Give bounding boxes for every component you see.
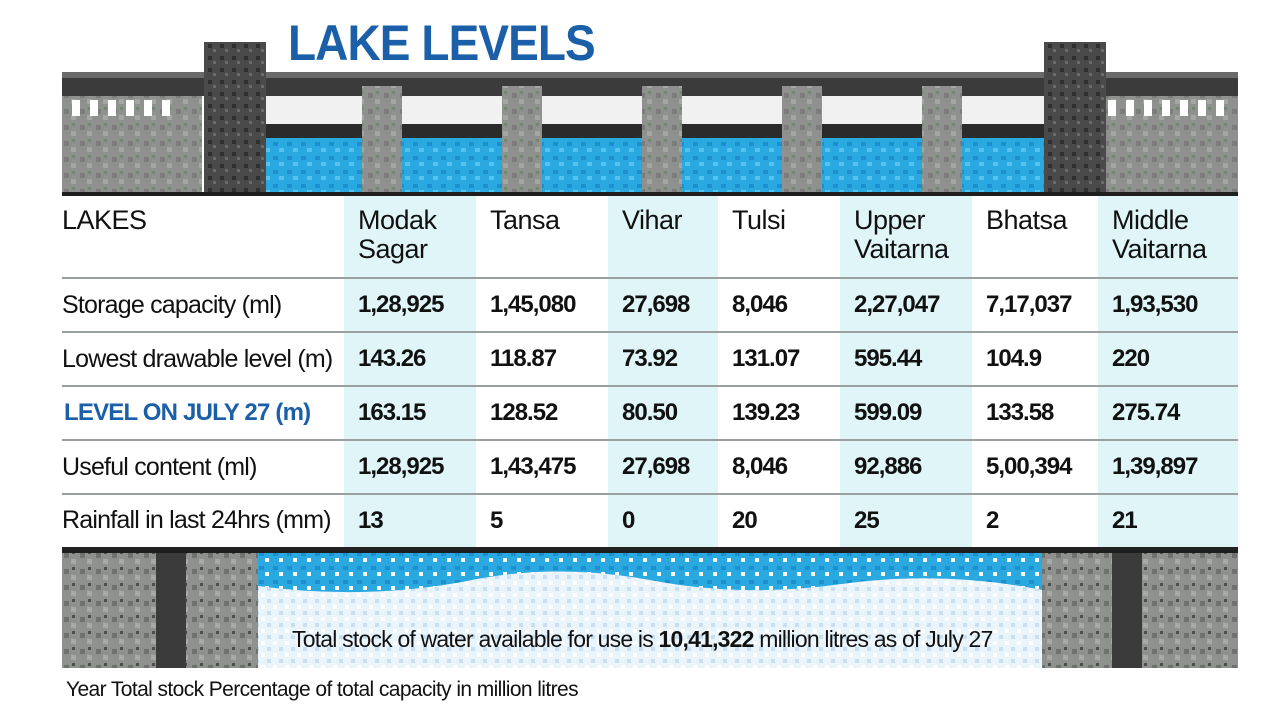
row-label: Rainfall in last 24hrs (mm) <box>62 493 344 548</box>
table-cell: 1,39,897 <box>1098 439 1238 494</box>
table-cell: 8,046 <box>718 439 840 494</box>
table-row-lowest-drawable-level: Lowest drawable level (m) 143.26 118.87 … <box>62 331 1238 386</box>
corner-header: LAKES <box>62 205 147 235</box>
dam-illustration-bottom <box>62 550 1238 668</box>
table-cell: 118.87 <box>476 331 608 386</box>
column-header-vihar: Vihar <box>608 196 718 278</box>
table-cell: 599.09 <box>840 385 972 440</box>
table-row-rainfall: Rainfall in last 24hrs (mm) 13 5 0 20 25… <box>62 493 1238 548</box>
row-label: Storage capacity (ml) <box>62 277 344 332</box>
table-cell: 104.9 <box>972 331 1098 386</box>
table-cell: 275.74 <box>1098 385 1238 440</box>
table-cell: 1,28,925 <box>344 439 476 494</box>
table-cell: 133.58 <box>972 385 1098 440</box>
table-cell: 131.07 <box>718 331 840 386</box>
row-label: Lowest drawable level (m) <box>62 331 344 386</box>
table-cell: 128.52 <box>476 385 608 440</box>
table-cell: 1,45,080 <box>476 277 608 332</box>
table-row-storage-capacity: Storage capacity (ml) 1,28,925 1,45,080 … <box>62 277 1238 332</box>
footer-note: Year Total stock Percentage of total cap… <box>66 678 579 701</box>
table-cell: 163.15 <box>344 385 476 440</box>
lake-levels-table: LAKES Modak Sagar Tansa Vihar Tulsi Upper… <box>62 196 1238 550</box>
table-cell: 27,698 <box>608 439 718 494</box>
table-cell: 220 <box>1098 331 1238 386</box>
column-header-modak-sagar: Modak Sagar <box>344 196 476 278</box>
table-cell: 7,17,037 <box>972 277 1098 332</box>
table-cell: 20 <box>718 493 840 548</box>
dam-illustration-top <box>62 42 1238 196</box>
table-cell: 143.26 <box>344 331 476 386</box>
table-cell: 595.44 <box>840 331 972 386</box>
column-header-middle-vaitarna: Middle Vaitarna <box>1098 196 1238 278</box>
table-cell: 80.50 <box>608 385 718 440</box>
table-cell: 92,886 <box>840 439 972 494</box>
table-cell: 5 <box>476 493 608 548</box>
table-cell: 1,43,475 <box>476 439 608 494</box>
table-row-level-on-date: LEVEL ON JULY 27 (m) 163.15 128.52 80.50… <box>62 385 1238 440</box>
column-header-tansa: Tansa <box>490 205 560 235</box>
table-cell: 5,00,394 <box>972 439 1098 494</box>
table-cell: 8,046 <box>718 277 840 332</box>
table-cell: 1,28,925 <box>344 277 476 332</box>
page-title: LAKE LEVELS <box>288 15 596 71</box>
table-cell: 139.23 <box>718 385 840 440</box>
table-cell: 1,93,530 <box>1098 277 1238 332</box>
total-stock-note: Total stock of water available for use i… <box>292 626 993 652</box>
table-cell: 73.92 <box>608 331 718 386</box>
table-cell: 25 <box>840 493 972 548</box>
row-label-highlight: LEVEL ON JULY 27 (m) <box>62 385 344 440</box>
column-header-upper-vaitarna: Upper Vaitarna <box>840 196 972 278</box>
row-label: Useful content (ml) <box>62 439 344 494</box>
table-cell: 2 <box>972 493 1098 548</box>
table-cell: 27,698 <box>608 277 718 332</box>
table-cell: 13 <box>344 493 476 548</box>
table-header-row: LAKES Modak Sagar Tansa Vihar Tulsi Upper… <box>62 196 1238 278</box>
table-cell: 21 <box>1098 493 1238 548</box>
table-cell: 0 <box>608 493 718 548</box>
table-row-useful-content: Useful content (ml) 1,28,925 1,43,475 27… <box>62 439 1238 494</box>
column-header-tulsi: Tulsi <box>732 205 786 235</box>
column-header-bhatsa: Bhatsa <box>986 205 1068 235</box>
table-cell: 2,27,047 <box>840 277 972 332</box>
